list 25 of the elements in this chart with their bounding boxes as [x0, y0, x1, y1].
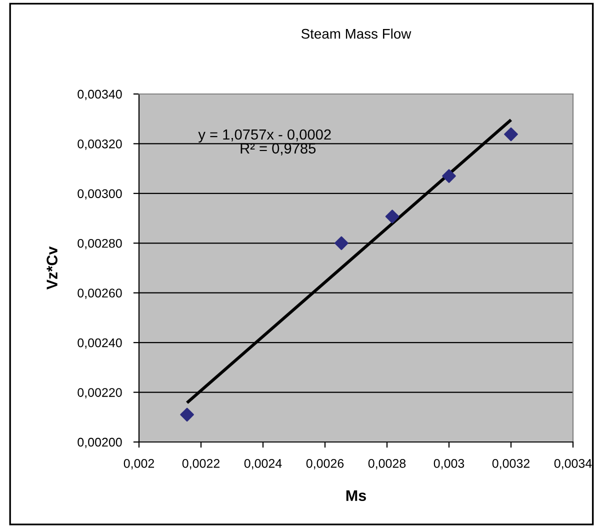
x-tick-label: 0,0032 [492, 458, 530, 470]
annotation: y = 1,0757x - 0,0002 [198, 129, 331, 143]
x-tick-label: 0,0024 [244, 458, 282, 470]
x-tick-label: 0,0034 [554, 458, 592, 470]
y-tick-label: 0,00240 [78, 338, 122, 349]
y-tick-label: 0,00280 [78, 238, 122, 250]
x-tick-label: 0,002 [124, 458, 154, 470]
y-axis-title: Vz*Cv [46, 246, 58, 290]
point [180, 408, 194, 422]
x-tick-label: 0,0022 [182, 458, 220, 470]
y-tick-label: 0,00340 [78, 90, 122, 100]
y-tick-label: 0,00200 [78, 438, 122, 448]
x-tick-label: 0,0028 [368, 458, 406, 470]
y-tick-label: 0,00260 [78, 288, 122, 299]
y-tick-label: 0,00320 [78, 140, 122, 150]
x-tick-label: 0,003 [434, 458, 464, 470]
y-tick-label: 0,00220 [78, 388, 122, 398]
x-axis-title: Ms [346, 490, 366, 501]
point [442, 169, 456, 183]
point [504, 127, 518, 142]
x-tick-label: 0,0026 [306, 458, 344, 470]
point [385, 210, 400, 224]
chart-title: Steam Mass Flow [301, 28, 412, 39]
y-tick-label: 0,00300 [78, 189, 122, 200]
point [334, 236, 348, 250]
